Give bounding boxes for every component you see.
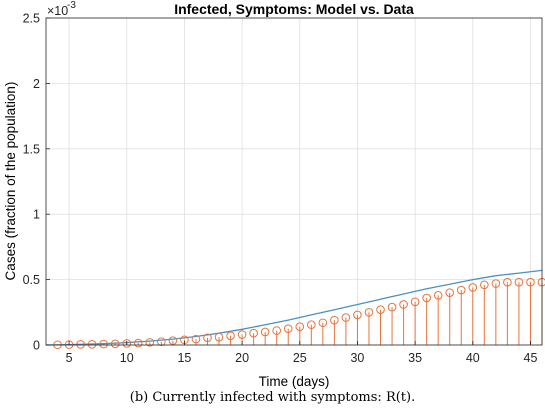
data-point bbox=[399, 300, 408, 309]
data-point bbox=[110, 339, 120, 349]
x-tick-label: 30 bbox=[350, 351, 364, 365]
grid bbox=[46, 17, 542, 346]
data-point bbox=[341, 313, 351, 322]
y-exponent-label: ×10 bbox=[47, 4, 68, 18]
data-point bbox=[456, 285, 466, 295]
y-exponent-power: -3 bbox=[67, 0, 76, 11]
data-point bbox=[157, 337, 166, 347]
data-point bbox=[145, 338, 155, 347]
data-point bbox=[503, 277, 512, 287]
data-point bbox=[87, 340, 97, 349]
data-point bbox=[376, 305, 385, 314]
data-point bbox=[480, 280, 489, 290]
y-tick-label: 0.5 bbox=[23, 273, 40, 287]
data-point bbox=[76, 340, 85, 349]
x-tick-label: 40 bbox=[466, 351, 480, 365]
figure-caption: (b) Currently infected with symptoms: R(… bbox=[129, 390, 416, 405]
data-markers bbox=[53, 277, 545, 350]
data-point bbox=[133, 338, 143, 348]
x-tick-label: 10 bbox=[120, 351, 134, 365]
data-point bbox=[214, 332, 224, 342]
data-point bbox=[295, 322, 305, 331]
y-tick-label: 2 bbox=[33, 77, 40, 91]
y-tick-label: 1 bbox=[33, 208, 40, 222]
data-point bbox=[387, 302, 397, 312]
data-point bbox=[330, 315, 339, 325]
data-point bbox=[307, 320, 316, 330]
data-point bbox=[260, 327, 270, 337]
data-point bbox=[203, 333, 212, 343]
data-point bbox=[491, 279, 501, 288]
data-point bbox=[468, 283, 478, 292]
data-point bbox=[410, 297, 420, 307]
data-point bbox=[237, 330, 247, 339]
data-point bbox=[433, 290, 443, 300]
x-tick-labels: 5 10 15 20 25 30 35 40 45 bbox=[66, 351, 538, 365]
y-tick-label: 0 bbox=[33, 339, 40, 353]
data-point bbox=[191, 334, 201, 344]
data-point bbox=[353, 310, 362, 320]
data-point bbox=[364, 308, 374, 317]
x-tick-label: 35 bbox=[408, 351, 422, 365]
y-tick-label: 2.5 bbox=[23, 12, 40, 26]
data-point bbox=[514, 277, 524, 287]
chart-title: Infected, Symptoms: Model vs. Data bbox=[174, 1, 414, 17]
data-point bbox=[526, 277, 535, 287]
x-tick-label: 20 bbox=[235, 351, 249, 365]
axes-box bbox=[45, 17, 543, 346]
data-point bbox=[283, 324, 293, 333]
y-tick-label: 1.5 bbox=[23, 142, 40, 156]
data-point bbox=[122, 339, 132, 348]
data-point bbox=[168, 336, 178, 345]
x-axis-label: Time (days) bbox=[259, 374, 330, 389]
data-point bbox=[318, 318, 328, 328]
axis-ticks bbox=[46, 17, 531, 346]
data-point bbox=[249, 328, 258, 338]
data-point bbox=[445, 288, 455, 297]
x-tick-label: 45 bbox=[524, 351, 538, 365]
data-point bbox=[99, 339, 108, 349]
data-point bbox=[226, 331, 235, 341]
data-point bbox=[272, 326, 281, 335]
model-line bbox=[45, 269, 543, 346]
y-tick-labels: 0 0.5 1 1.5 2 2.5 bbox=[23, 12, 40, 353]
y-axis-label: Cases (fraction of the population) bbox=[3, 82, 18, 281]
x-tick-label: 5 bbox=[66, 351, 73, 365]
data-point bbox=[422, 293, 431, 303]
plot-area bbox=[46, 18, 542, 345]
x-tick-label: 15 bbox=[177, 351, 191, 365]
x-tick-label: 25 bbox=[293, 351, 307, 365]
